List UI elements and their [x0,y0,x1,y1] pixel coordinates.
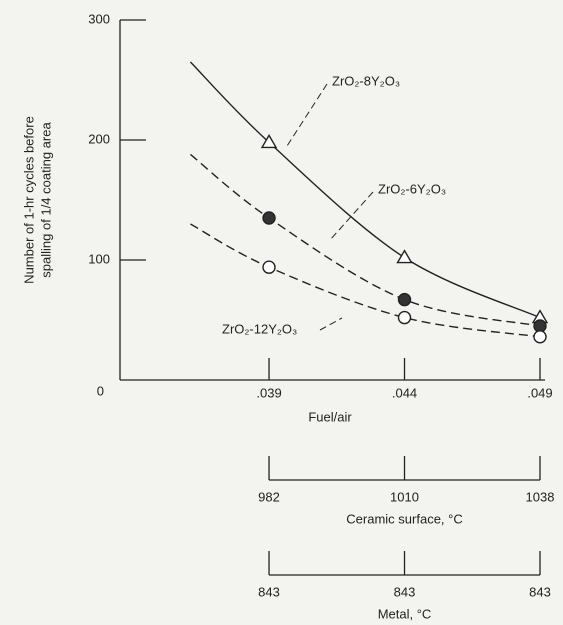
marker [397,310,412,325]
y-tick-label: 0 [97,383,104,398]
x-tick-label: .039 [256,385,281,400]
scale-tick-label: 843 [394,584,416,599]
leader-line [319,317,343,331]
leader-line [329,191,374,241]
x-axis-label: Fuel/air [308,409,352,424]
series-label: ZrO₂-12Y₂O₃ [222,321,297,336]
marker [397,292,412,307]
y-tick-label: 200 [88,131,110,146]
y-tick-label: 300 [88,11,110,26]
x-tick-label: .044 [392,385,417,400]
y-tick-label: 100 [88,251,110,266]
series-label: ZrO₂-6Y₂O₃ [378,181,446,196]
series-label: ZrO₂-8Y₂O₃ [332,73,400,88]
scale-tick-label: 982 [258,489,280,504]
scale-title: Ceramic surface, °C [346,511,462,526]
y-axis-label-line: Number of 1-hr cycles before [21,116,36,284]
marker [396,249,413,264]
marker [260,134,278,149]
series-line [189,61,541,319]
y-axis-label: Number of 1-hr cycles before spalling of… [21,116,53,284]
marker [262,260,276,274]
x-tick-label: .049 [527,385,552,400]
marker [533,330,547,344]
scale-tick-label: 843 [529,584,551,599]
y-axis-label-line: spalling of 1/4 coating area [38,122,53,278]
series-line [190,153,541,327]
series-line [190,223,541,338]
scale-title: Metal, °C [378,606,432,621]
leader-line [286,83,328,147]
scale-tick-label: 843 [258,584,280,599]
marker [262,211,276,225]
scale-tick-label: 1038 [526,489,555,504]
scale-tick-label: 1010 [390,489,419,504]
